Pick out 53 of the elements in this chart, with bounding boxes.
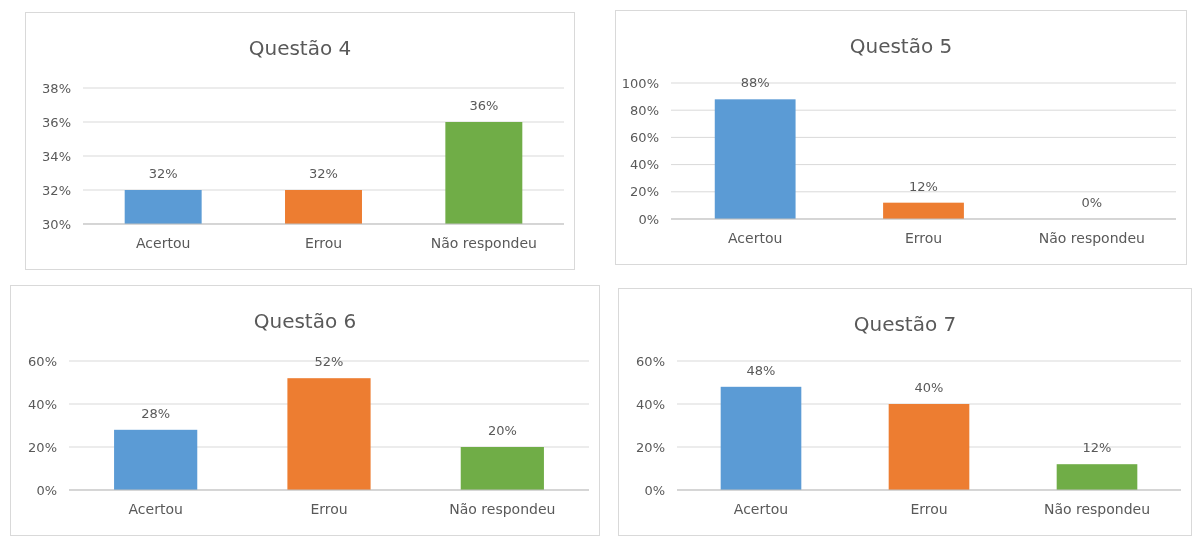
- bar: [460, 447, 544, 490]
- y-tick-label: 20%: [630, 184, 659, 200]
- chart-title: Questão 4: [248, 36, 352, 60]
- data-label: 12%: [909, 178, 938, 194]
- bar: [114, 429, 198, 490]
- x-tick-label: Não respondeu: [449, 501, 556, 517]
- y-tick-label: 36%: [42, 114, 71, 130]
- y-tick-label: 80%: [630, 102, 659, 118]
- data-label: 32%: [148, 166, 178, 181]
- x-tick-label: Não respondeu: [430, 235, 537, 251]
- y-tick-label: 20%: [28, 439, 57, 455]
- bar: [888, 404, 970, 490]
- bar: [1056, 464, 1138, 490]
- data-label: 20%: [487, 423, 517, 438]
- chart-title: Questão 5: [849, 34, 953, 58]
- y-tick-label: 32%: [42, 182, 71, 198]
- y-tick-label: 0%: [644, 482, 665, 498]
- x-tick-label: Errou: [910, 501, 948, 517]
- y-tick-label: 34%: [42, 148, 71, 164]
- y-tick-label: 40%: [636, 396, 665, 412]
- data-label: 40%: [914, 380, 944, 395]
- data-label: 0%: [1081, 195, 1103, 210]
- x-tick-label: Acertou: [728, 230, 783, 246]
- x-tick-label: Acertou: [136, 235, 191, 251]
- x-tick-label: Errou: [904, 230, 943, 246]
- y-tick-label: 40%: [630, 157, 659, 173]
- data-label: 12%: [1082, 440, 1112, 456]
- bar: [720, 386, 802, 490]
- chart-title: Questão 7: [853, 312, 957, 336]
- y-tick-label: 30%: [42, 216, 71, 232]
- x-tick-label: Acertou: [733, 501, 789, 517]
- y-tick-label: 60%: [636, 353, 665, 369]
- y-tick-label: 60%: [630, 129, 659, 145]
- data-label: 32%: [309, 166, 338, 181]
- data-label: 48%: [746, 362, 776, 378]
- chart-title: Questão 6: [253, 309, 357, 333]
- y-tick-label: 0%: [36, 482, 57, 498]
- y-tick-label: 38%: [42, 80, 71, 96]
- y-tick-label: 40%: [28, 396, 57, 412]
- x-tick-label: Errou: [304, 235, 343, 251]
- data-label: 52%: [314, 354, 344, 370]
- data-label: 36%: [469, 98, 499, 113]
- x-tick-label: Acertou: [128, 501, 183, 517]
- y-tick-label: 60%: [28, 353, 57, 369]
- data-label: 88%: [740, 75, 770, 91]
- bar: [287, 378, 371, 490]
- y-tick-label: 100%: [621, 75, 659, 91]
- x-tick-label: Não respondeu: [1043, 501, 1151, 517]
- y-tick-label: 0%: [638, 211, 659, 227]
- y-tick-label: 20%: [636, 439, 665, 455]
- data-label: 28%: [141, 405, 171, 421]
- x-tick-label: Não respondeu: [1038, 230, 1145, 246]
- x-tick-label: Errou: [310, 501, 348, 517]
